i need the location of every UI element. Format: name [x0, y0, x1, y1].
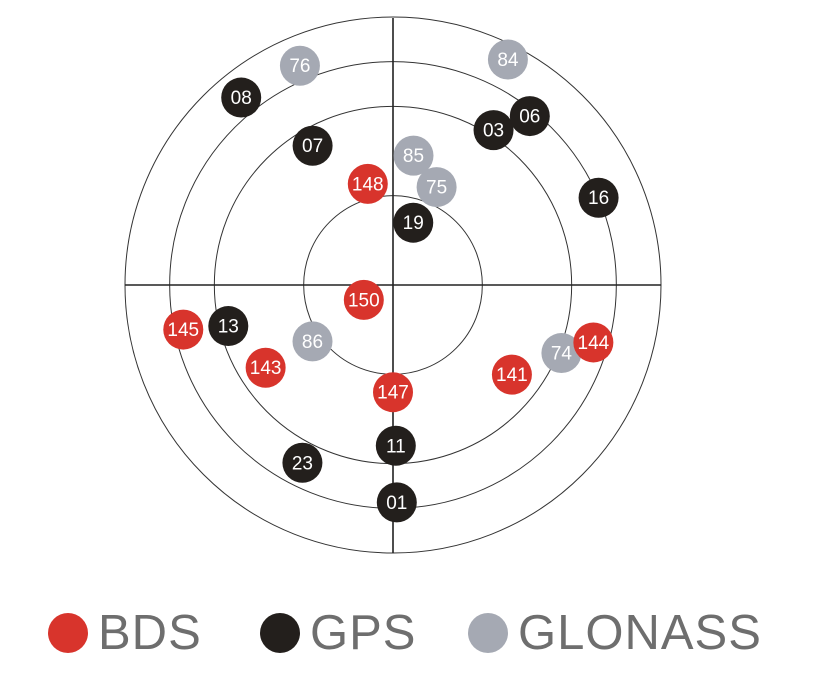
satellite-id-label: 03	[483, 121, 504, 142]
satellite-id-label: 76	[289, 56, 310, 77]
satellite-id-label: 16	[588, 188, 609, 209]
satellite-gps-06: 06	[509, 96, 550, 137]
satellite-marker	[541, 333, 582, 374]
satellite-gps-01: 01	[376, 482, 417, 523]
satellite-id-label: 13	[218, 317, 239, 338]
satellite-bds-148: 148	[347, 163, 388, 204]
legend-label-bds: BDS	[98, 606, 202, 660]
legend-label-glonass: GLONASS	[518, 606, 762, 660]
satellite-glonass-76: 76	[279, 45, 320, 86]
satellite-id-label: 07	[302, 136, 323, 157]
satellite-glonass-86: 86	[292, 321, 333, 362]
satellite-marker	[221, 77, 262, 118]
satellite-bds-144: 144	[573, 322, 614, 363]
satellite-marker	[279, 45, 320, 86]
satellite-marker	[245, 347, 286, 388]
satellite-gps-08: 08	[221, 77, 262, 118]
satellite-bds-141: 141	[491, 354, 532, 395]
satellite-marker	[393, 202, 434, 243]
satellite-id-label: 147	[377, 383, 409, 404]
satellite-marker	[163, 309, 204, 350]
satellite-bds-145: 145	[163, 309, 204, 350]
satellite-marker	[509, 96, 550, 137]
satellite-marker	[347, 163, 388, 204]
satellite-id-label: 06	[519, 107, 540, 128]
satellite-gps-23: 23	[282, 442, 323, 483]
bds-marker-icon	[48, 613, 88, 653]
satellite-id-label: 145	[167, 320, 199, 341]
satellite-marker	[487, 39, 528, 80]
satellite-id-label: 148	[352, 174, 384, 195]
satellite-glonass-85: 85	[393, 135, 434, 176]
satellite-gps-16: 16	[578, 177, 619, 218]
satellite-gps-11: 11	[375, 425, 416, 466]
satellite-id-label: 75	[426, 178, 447, 199]
satellite-id-label: 85	[403, 146, 424, 167]
satellite-marker	[416, 167, 457, 208]
satellite-marker	[491, 354, 532, 395]
satellite-id-label: 74	[551, 344, 573, 365]
satellite-id-label: 01	[386, 493, 407, 514]
satellite-bds-143: 143	[245, 347, 286, 388]
satellite-marker	[343, 279, 384, 320]
satellite-marker	[376, 482, 417, 523]
satellite-id-label: 23	[292, 453, 313, 474]
satellite-id-label: 84	[497, 50, 519, 71]
satellite-glonass-74: 74	[541, 333, 582, 374]
satellite-id-label: 141	[496, 365, 528, 386]
satellite-bds-150: 150	[343, 279, 384, 320]
satellite-id-label: 08	[231, 88, 252, 109]
satellite-gps-03: 03	[473, 110, 514, 151]
satellite-marker	[282, 442, 323, 483]
satellite-id-label: 150	[348, 290, 380, 311]
satellite-marker	[473, 110, 514, 151]
satellite-marker	[292, 321, 333, 362]
satellite-marker	[292, 125, 333, 166]
satellite-glonass-84: 84	[487, 39, 528, 80]
satellite-glonass-75: 75	[416, 167, 457, 208]
glonass-marker-icon	[468, 613, 508, 653]
satellite-id-label: 144	[578, 333, 610, 354]
legend-item-glonass: GLONASS	[468, 605, 762, 661]
satellite-id-label: 19	[403, 213, 424, 234]
satellite-marker	[573, 322, 614, 363]
legend-item-bds: BDS	[48, 605, 202, 661]
satellite-marker	[208, 306, 249, 347]
gps-marker-icon	[260, 613, 300, 653]
satellite-gps-19: 19	[393, 202, 434, 243]
satellite-marker	[375, 425, 416, 466]
satellite-marker	[393, 135, 434, 176]
satellite-id-label: 143	[250, 358, 282, 379]
satellite-gps-13: 13	[208, 306, 249, 347]
satellite-marker	[373, 372, 413, 413]
satellite-bds-147: 147	[373, 372, 413, 413]
legend-item-gps: GPS	[260, 605, 416, 661]
satellite-gps-07: 07	[292, 125, 333, 166]
satellite-id-label: 11	[386, 436, 406, 457]
legend-label-gps: GPS	[310, 606, 417, 660]
satellite-id-label: 86	[302, 332, 323, 353]
satellite-marker	[578, 177, 619, 218]
